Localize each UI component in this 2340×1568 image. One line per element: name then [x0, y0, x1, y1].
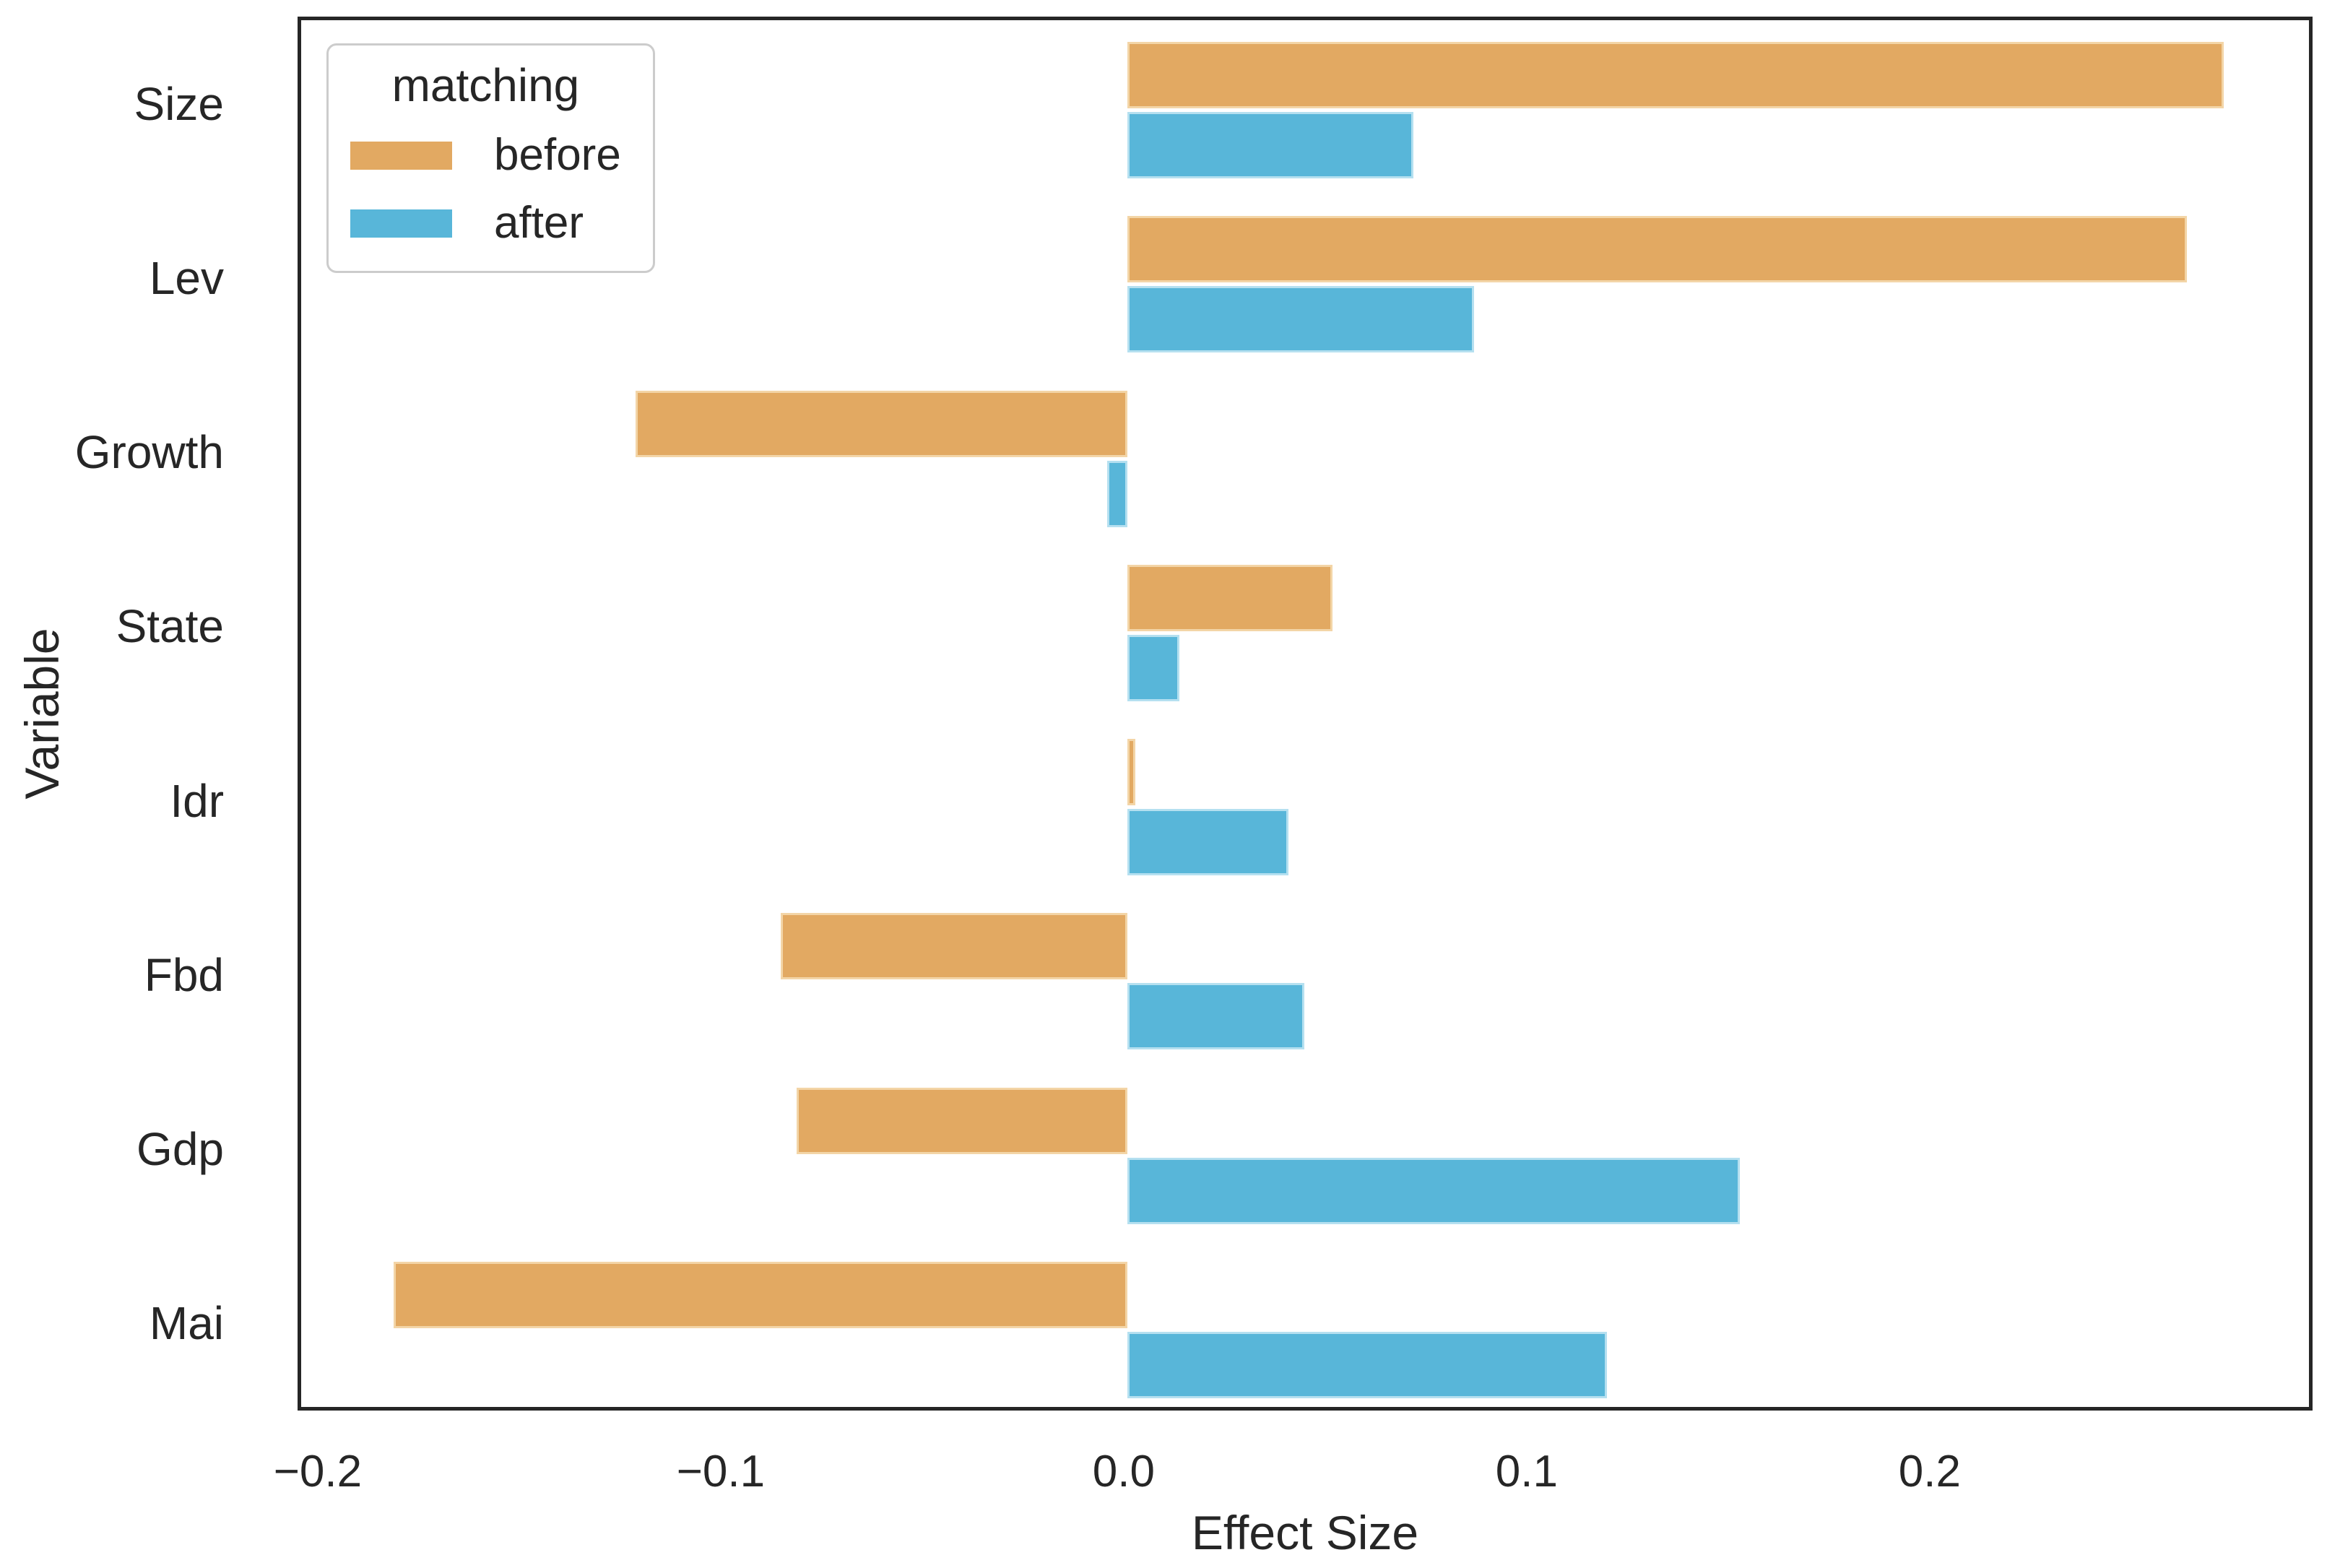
legend-row-after: after [350, 197, 621, 249]
bar-after-Lev [1127, 286, 1474, 353]
x-tick-label-−0.2: −0.2 [273, 1447, 363, 1496]
plot-area: matching before after [298, 17, 2313, 1411]
y-tick-label-Fbd: Fbd [144, 948, 224, 1001]
y-tick-label-Gdp: Gdp [136, 1123, 224, 1176]
x-tick-label-0.1: 0.1 [1495, 1447, 1558, 1496]
y-axis-title: Variable [15, 628, 69, 800]
y-tick-label-Mai: Mai [149, 1297, 224, 1350]
bar-before-Idr [1127, 739, 1136, 805]
bar-after-Idr [1127, 809, 1289, 875]
legend-rows: before after [350, 129, 621, 249]
bar-before-Growth [636, 390, 1127, 457]
y-tick-label-Size: Size [134, 77, 225, 130]
bar-after-Mai [1127, 1331, 1607, 1398]
legend-title: matching [391, 59, 580, 111]
legend-swatch-after [350, 209, 452, 238]
bar-before-Mai [394, 1261, 1127, 1328]
legend: matching before after [326, 43, 655, 273]
bar-after-Growth [1107, 460, 1127, 527]
legend-entry-label-before: before [494, 130, 621, 180]
legend-swatch-before [350, 141, 452, 170]
x-tick-label-0.0: 0.0 [1092, 1447, 1155, 1496]
x-tick-label-0.2: 0.2 [1898, 1447, 1961, 1496]
bar-before-State [1127, 564, 1333, 631]
x-axis-title: Effect Size [1191, 1506, 1419, 1559]
bar-before-Lev [1127, 216, 2188, 283]
y-tick-label-Idr: Idr [170, 774, 224, 827]
y-tick-label-State: State [116, 600, 224, 653]
legend-entry-label-after: after [494, 198, 584, 248]
bar-before-Gdp [797, 1087, 1127, 1154]
legend-row-before: before [350, 129, 621, 181]
bar-before-Fbd [781, 913, 1127, 980]
y-tick-label-Growth: Growth [74, 426, 224, 479]
bar-after-Fbd [1127, 983, 1305, 1050]
bar-before-Size [1127, 42, 2224, 108]
y-tick-label-Lev: Lev [149, 251, 224, 304]
bar-after-Size [1127, 112, 1414, 178]
x-tick-label-−0.1: −0.1 [676, 1447, 766, 1496]
bar-after-Gdp [1127, 1157, 1741, 1224]
bar-after-State [1127, 634, 1180, 701]
